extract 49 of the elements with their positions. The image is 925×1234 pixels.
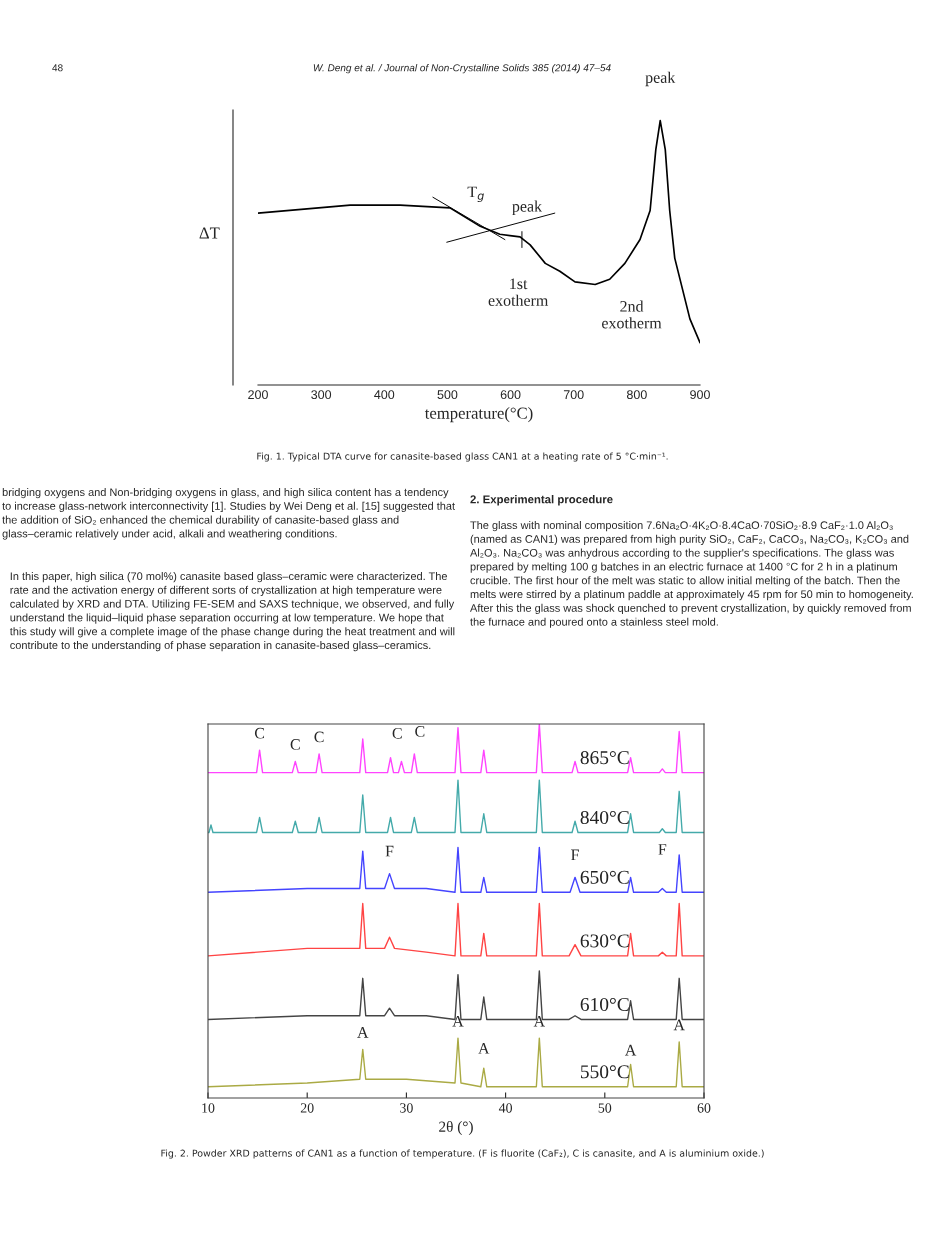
x-tick-label: 60 bbox=[697, 1103, 711, 1113]
text: bridging oxygens and Non-bridging oxygens in glass, and high silica content has a tendency to increase glass-network interconnectivity [1]. Studies by Wei Deng et al. [15] suggested that the addition of SiO₂ enhanced the chemical durability of canasite-based glass and glass–ceramic relatively under acid, alkali and weathering conditions. bbox=[2, 488, 455, 540]
text: In this paper, high silica (70 mol%) canasite based glass–ceramic were characterized. The rate and the activation energy of different sorts of crystallization at high temperature were calculated by XRD and DTA. Utilizing FE-SEM and SAXS technique, we observed, and fully understand the liquid–liquid phase separation occurring at low temperature. We hope that this study will give a complete image of the phase change during the heat treatment and will contribute to the understanding of phase separation in canasite-based glass–ceramics. bbox=[9, 572, 455, 652]
annotation: F bbox=[385, 845, 394, 857]
caption: Fig. 2. Powder XRD patterns of CAN1 as a function of temperature. (F is fluorite (CaF₂), C is canasite, and A is aluminium oxide.) bbox=[161, 1149, 764, 1159]
annotation: peak bbox=[512, 200, 543, 215]
x-tick-label: 30 bbox=[400, 1103, 413, 1113]
text: 2. Experimental procedure bbox=[470, 495, 613, 506]
x-axis-title: temperature(°C) bbox=[424, 407, 533, 423]
x-tick-label: 900 bbox=[690, 390, 710, 400]
x-tick-label: 500 bbox=[437, 390, 458, 400]
text: The glass with nominal composition 7.6Na₂O·4K₂O·8.4CaO·70SiO₂·8.9 CaF₂·1.0 Al₂O₃ (named as CAN1) was prepared from high purity SiO₂, CaF₂, CaCO₃, Na₂CO₃, K₂CO₃ and Al₂O₃. Na₂CO₃ was anhydrous according to the supplier's specifications. The glass was prepared by melting 100 g batches in an electric furnace at 1400 °C for 2 h in a platinum crucible. The first hour of the melt was static to allow initial melting of the batch. Then the melts were stirred by a platinum paddle at approximately 45 rpm for 50 min to homogeneity. After this the glass was shock quenched to prevent crystallization, by quickly removed from the furnace and poured onto a stainless steel mold. bbox=[470, 521, 913, 628]
x-tick-label: 700 bbox=[563, 390, 584, 400]
annotation: C bbox=[392, 727, 402, 739]
x-tick-label: 40 bbox=[498, 1103, 513, 1113]
x-axis-title: 2θ (°) bbox=[439, 1121, 473, 1135]
x-tick-label: 300 bbox=[311, 390, 332, 400]
text: W. Deng et al. / Journal of Non-Crystalline Solids 385 (2014) 47–54 bbox=[313, 64, 611, 74]
series-label: 630°C bbox=[580, 934, 629, 948]
x-tick-label: 400 bbox=[374, 390, 395, 400]
annotation: C bbox=[314, 731, 324, 743]
series-label: 650°C bbox=[580, 870, 629, 884]
series-label: 865°C bbox=[580, 751, 629, 765]
annotation: F bbox=[658, 844, 667, 855]
annotation: 1st exotherm bbox=[488, 278, 549, 306]
annotation: A bbox=[533, 1015, 545, 1027]
caption: Fig. 1. Typical DTA curve for canasite-based glass CAN1 at a heating rate of 5 °C·min⁻¹. bbox=[257, 452, 668, 462]
annotation: A bbox=[673, 1019, 685, 1031]
series-label: 840°C bbox=[580, 810, 629, 825]
x-tick-label: 800 bbox=[626, 390, 647, 400]
annotation: peak bbox=[645, 71, 676, 87]
text: 48 bbox=[52, 64, 63, 72]
annotation: 2nd exotherm bbox=[602, 300, 662, 329]
annotation: C bbox=[290, 739, 300, 750]
x-tick-label: 50 bbox=[598, 1103, 612, 1113]
annotation: A bbox=[478, 1043, 490, 1054]
annotation: A bbox=[357, 1027, 369, 1038]
annotation: F bbox=[571, 849, 579, 861]
annotation: C bbox=[254, 727, 265, 739]
annotation: C bbox=[415, 726, 425, 737]
annotation: A bbox=[624, 1044, 637, 1056]
x-tick-label: 200 bbox=[248, 390, 268, 400]
series-label: 550°C bbox=[580, 1065, 629, 1079]
x-tick-label: 10 bbox=[202, 1103, 215, 1113]
x-tick-label: 20 bbox=[300, 1103, 314, 1113]
series-label: 610°C bbox=[580, 997, 629, 1012]
y-axis-title: ΔT bbox=[199, 227, 220, 239]
x-tick-label: 600 bbox=[500, 390, 521, 400]
annotation: T$_{g}$ bbox=[467, 186, 484, 203]
